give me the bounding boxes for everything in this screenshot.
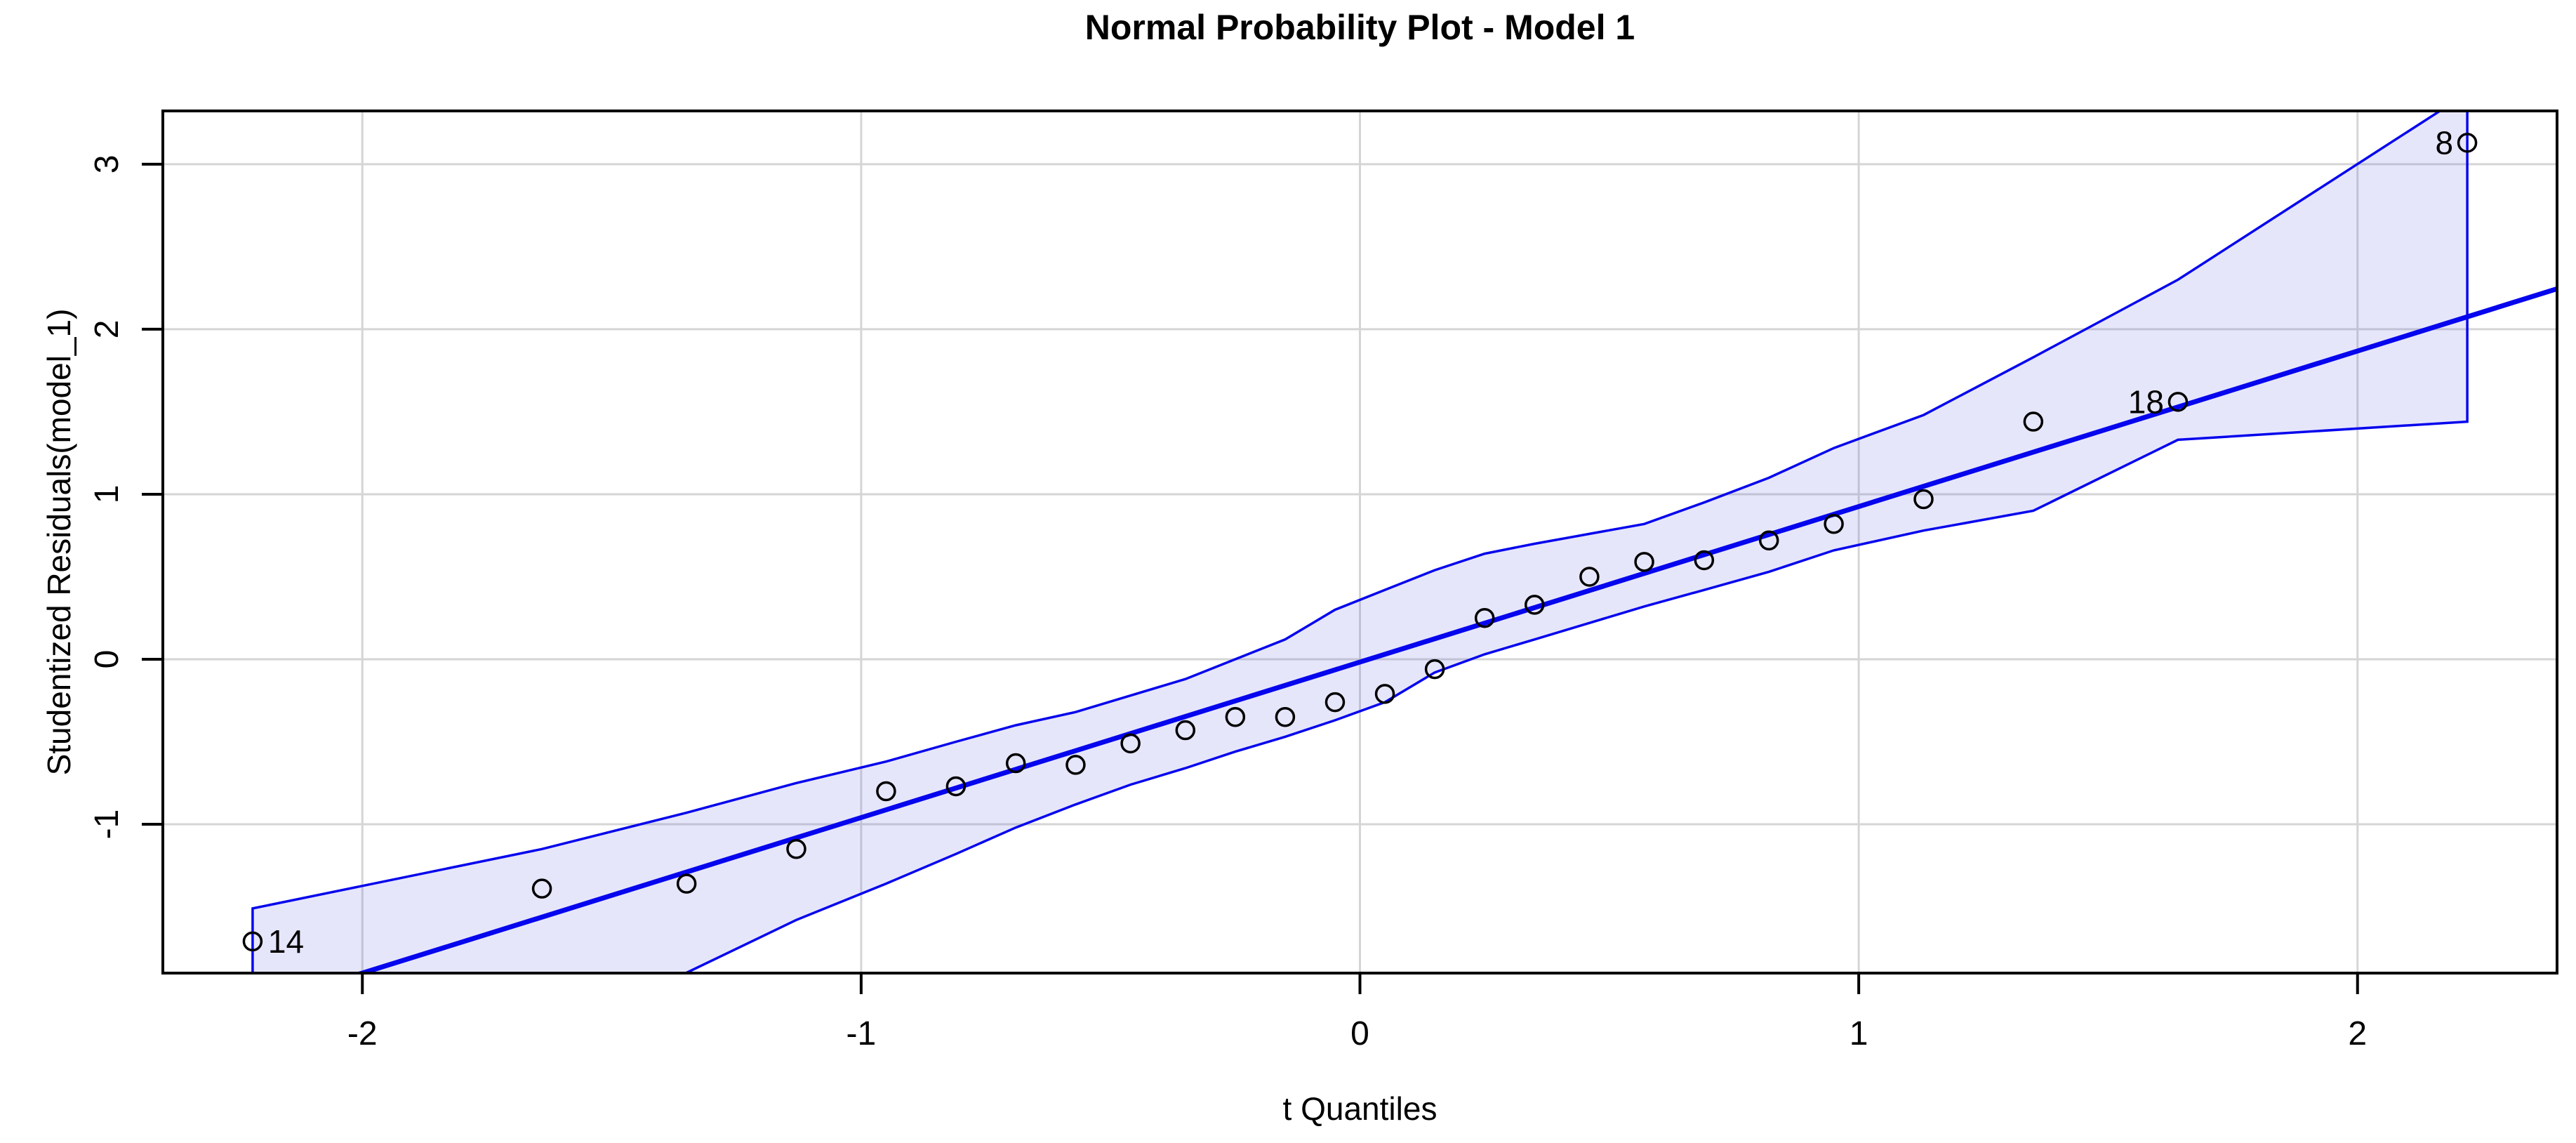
y-tick-label: -1 <box>88 810 126 840</box>
data-point <box>1225 706 1246 727</box>
y-tick-label: 0 <box>88 650 126 669</box>
data-point <box>786 839 806 859</box>
data-point <box>1005 753 1026 774</box>
data-point <box>2457 133 2478 153</box>
data-point <box>1324 692 1346 713</box>
y-tick-label: 3 <box>88 155 126 174</box>
y-tick-label: 2 <box>88 320 126 339</box>
data-point <box>1913 489 1934 510</box>
confidence-envelope-fill <box>252 111 2468 973</box>
x-tick-label: 2 <box>2348 1015 2367 1052</box>
y-tick-label: 1 <box>88 485 126 504</box>
data-point <box>1579 567 1600 587</box>
confidence-envelope-border <box>251 111 2469 973</box>
data-point <box>1065 755 1086 775</box>
data-point <box>531 878 552 899</box>
data-point <box>242 931 263 952</box>
chart-title: Normal Probability Plot - Model 1 <box>1084 8 1635 47</box>
data-point <box>676 873 697 894</box>
point-label: 8 <box>2435 124 2453 161</box>
x-tick-label: 0 <box>1350 1015 1369 1052</box>
data-point <box>1694 550 1715 571</box>
data-point <box>2167 392 2189 412</box>
data-point <box>1634 552 1654 572</box>
data-point <box>945 776 967 797</box>
data-point <box>1175 720 1196 741</box>
data-point <box>1524 595 1545 615</box>
data-point <box>2023 411 2044 432</box>
x-tick-label: 1 <box>1850 1015 1868 1052</box>
data-point <box>1474 607 1495 628</box>
reference-line <box>354 286 2557 973</box>
x-tick-label: -2 <box>347 1015 378 1052</box>
data-point <box>1120 733 1141 754</box>
data-point <box>1824 514 1844 534</box>
point-label: 18 <box>2128 383 2164 420</box>
point-label: 14 <box>268 923 304 960</box>
data-point <box>876 781 896 802</box>
data-point <box>1275 706 1296 727</box>
x-tick-label: -1 <box>847 1015 877 1052</box>
x-axis-label: t Quantiles <box>1282 1090 1438 1127</box>
data-point <box>1374 684 1395 704</box>
data-point <box>1424 659 1445 680</box>
data-point <box>1758 530 1779 551</box>
